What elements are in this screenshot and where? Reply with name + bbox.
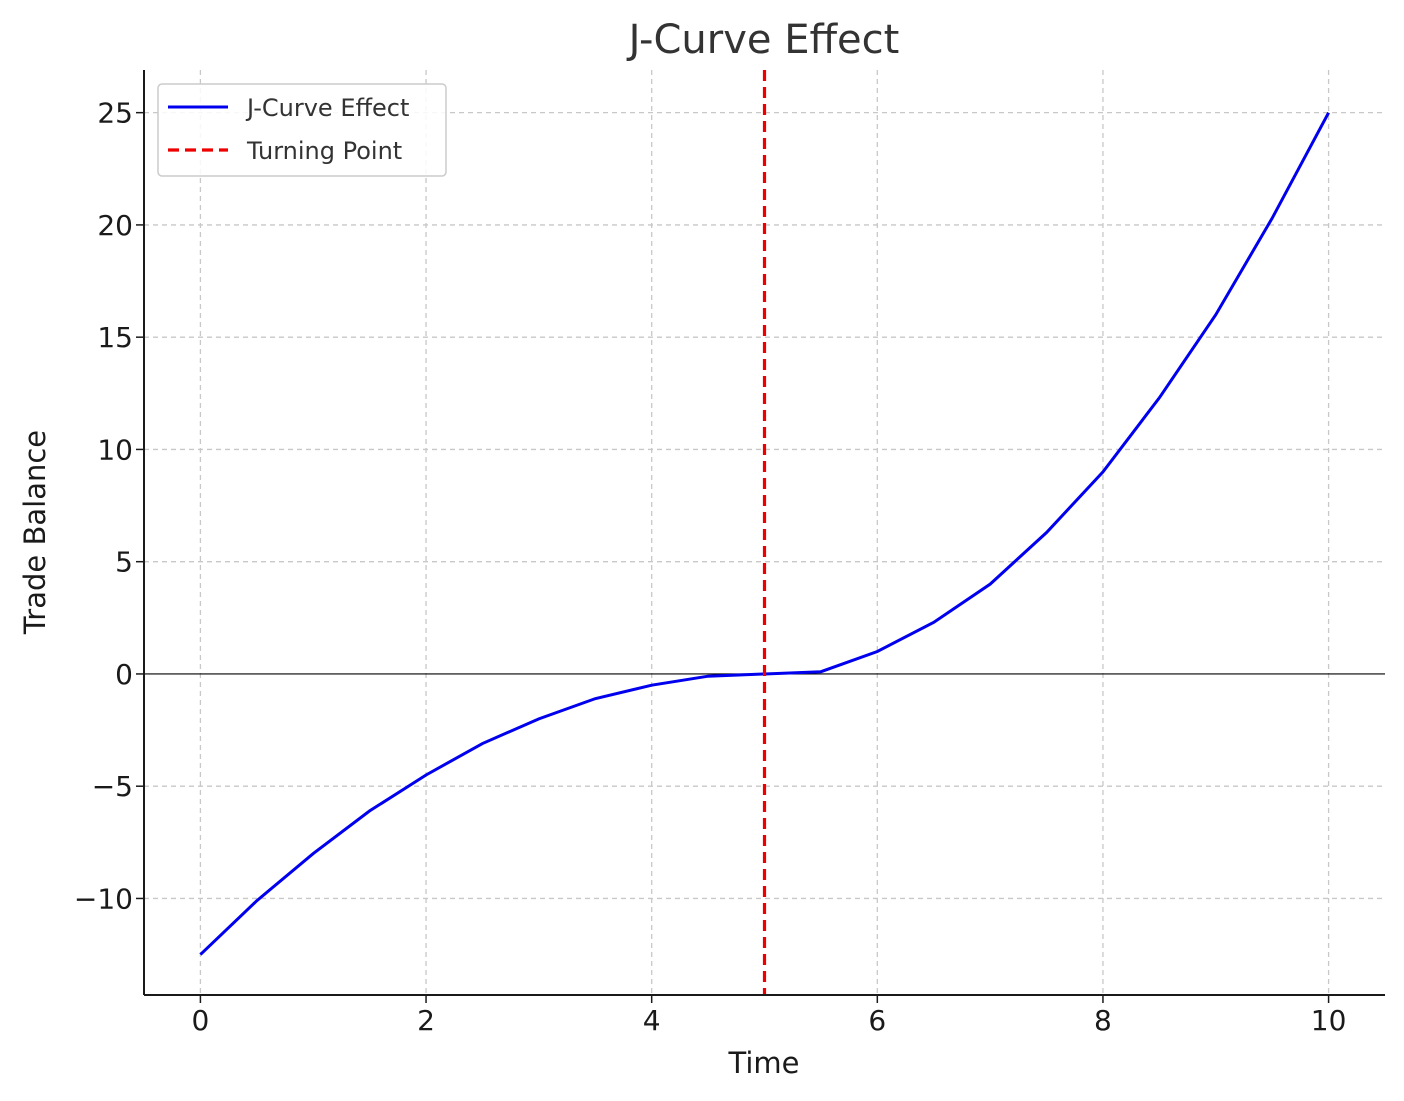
y-tick-label: −10 bbox=[74, 882, 133, 915]
legend-label-turning-point: Turning Point bbox=[246, 137, 402, 165]
y-tick-label: 20 bbox=[97, 209, 133, 242]
legend: J-Curve Effect Turning Point bbox=[157, 83, 447, 177]
y-tick-label: −5 bbox=[92, 770, 133, 803]
y-ticks: −10 −5 0 5 10 15 20 25 bbox=[74, 97, 144, 915]
grid bbox=[144, 70, 1385, 995]
y-tick-label: 0 bbox=[115, 658, 133, 691]
x-tick-label: 4 bbox=[643, 1004, 661, 1037]
y-tick-label: 15 bbox=[97, 321, 133, 354]
x-tick-label: 2 bbox=[417, 1004, 435, 1037]
x-axis-label: Time bbox=[728, 1046, 800, 1080]
x-tick-label: 0 bbox=[191, 1004, 209, 1037]
x-tick-label: 10 bbox=[1311, 1004, 1347, 1037]
y-axis-label: Trade Balance bbox=[18, 430, 52, 635]
chart-title: J-Curve Effect bbox=[626, 17, 900, 63]
x-tick-label: 6 bbox=[868, 1004, 886, 1037]
x-ticks: 0 2 4 6 8 10 bbox=[191, 995, 1346, 1037]
y-tick-label: 25 bbox=[97, 97, 133, 130]
x-tick-label: 8 bbox=[1094, 1004, 1112, 1037]
legend-box bbox=[157, 83, 447, 177]
y-tick-label: 5 bbox=[115, 546, 133, 579]
y-tick-label: 10 bbox=[97, 433, 133, 466]
legend-label-j-curve-effect: J-Curve Effect bbox=[245, 94, 409, 122]
